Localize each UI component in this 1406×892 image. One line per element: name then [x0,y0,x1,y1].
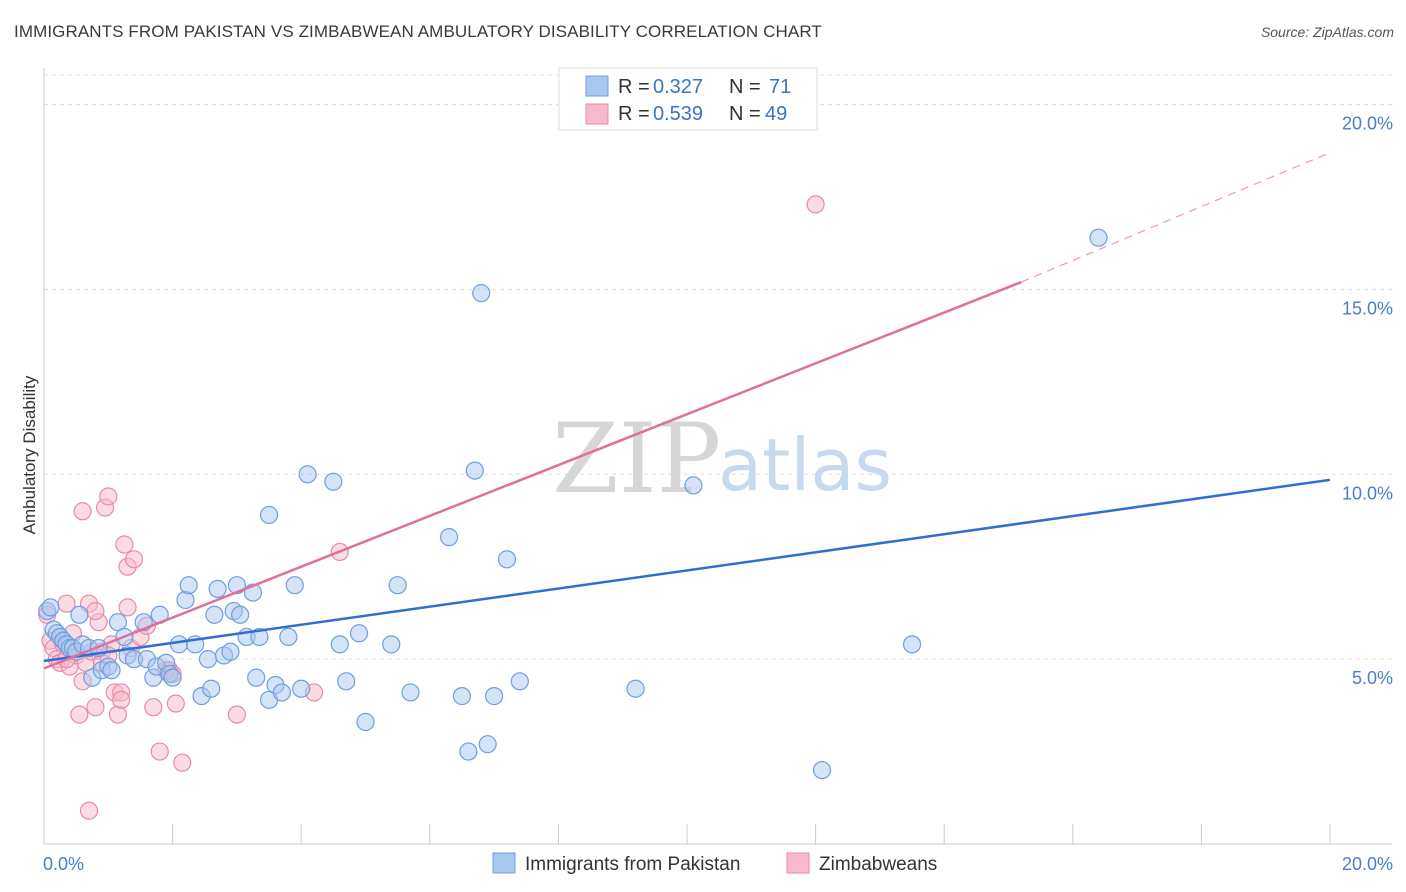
pakistan-point [102,661,121,680]
y-tick-label: 20.0% [1342,114,1393,134]
watermark-zip: ZIP [552,403,721,515]
pakistan-point [452,687,472,706]
pakistan-point [472,284,491,303]
pakistan-point [356,712,375,732]
source-label: Source: ZipAtlas.com [1260,24,1394,40]
pakistan-point [388,576,407,595]
pakistan-point [812,760,832,780]
trend-lines [43,152,1331,670]
pakistan-trend-line [43,478,1331,663]
watermark-atlas: atlas [718,423,892,507]
zimbabweans-point [118,598,137,617]
grid-lines [44,74,1392,660]
legend-n-label: N = [729,103,761,125]
pakistan-point [208,579,227,598]
pakistan-point [169,635,189,654]
bottom-legend: Immigrants from Pakistan Zimbabweans [492,852,937,875]
legend-swatch-zimbabweans [585,103,609,125]
zimbabweans-point [73,502,92,521]
chart-title: IMMIGRANTS FROM PAKISTAN VS ZIMBABWEAN A… [14,22,822,41]
legend-n-value-pakistan: 71 [769,76,791,98]
pakistan-point [626,679,645,698]
legend-r-label: R = [618,76,650,98]
pakistan-point [202,679,221,698]
pakistan-point [330,635,349,654]
zimbabweans-point [166,694,185,713]
pakistan-point [198,650,218,669]
pakistan-point [902,635,922,654]
pakistan-point [1089,228,1108,247]
bottom-legend-swatch-pakistan [492,852,516,874]
legend-swatch-pakistan [585,75,609,97]
y-tick-label: 10.0% [1342,483,1393,503]
zimbabweans-point [86,698,105,717]
legend-n-value-zimbabweans: 49 [765,103,787,125]
pakistan-point [298,465,317,484]
zimbabweans-trend-extension [1021,152,1331,283]
legend-r-value-zimbabweans: 0.539 [653,103,703,125]
y-tick-labels: 5.0% 10.0% 15.0% 20.0% [1342,114,1393,689]
pakistan-point [41,598,60,617]
pakistan-point [163,668,182,687]
zimbabweans-point [173,753,192,772]
x-tick-label: 20.0% [1342,854,1393,874]
zimbabweans-point [227,705,246,724]
pakistan-point [221,642,240,661]
pakistan-point [250,627,269,647]
pakistan-point [439,528,459,547]
zimbabweans-point [99,487,118,506]
series-pakistan-points [38,228,1108,780]
pakistan-point [205,605,224,624]
pakistan-point [272,683,292,702]
zimbabweans-point [124,550,144,569]
pakistan-point [382,635,401,654]
zimbabweans-point [108,705,128,724]
pakistan-point [279,627,298,647]
pakistan-point [337,672,356,691]
pakistan-point [231,605,250,624]
pakistan-point [465,461,484,480]
pakistan-point [292,679,311,698]
pakistan-point [259,505,279,525]
axes [43,68,1392,845]
y-axis-label: Ambulatory Disability [20,375,39,534]
bottom-legend-swatch-zimbabweans [786,852,810,874]
bottom-legend-label-pakistan: Immigrants from Pakistan [525,854,740,875]
pakistan-point [179,576,198,595]
pakistan-point [324,472,343,491]
pakistan-point [349,624,369,643]
legend-r-label: R = [618,103,650,125]
pakistan-point [176,590,195,610]
pakistan-point [70,605,89,624]
zimbabweans-point [144,698,163,717]
watermark: ZIP atlas [552,403,892,515]
x-tick-labels: 0.0% 20.0% [43,854,1393,874]
pakistan-point [285,576,304,595]
zimbabweans-point [806,195,825,214]
legend-n-label: N = [729,76,761,98]
pakistan-point [401,683,420,702]
pakistan-point [247,668,266,687]
pakistan-point [478,735,497,754]
bottom-legend-label-zimbabweans: Zimbabweans [819,854,937,875]
zimbabweans-trend-line [43,280,1022,670]
pakistan-point [497,550,517,569]
pakistan-point [510,672,529,691]
y-tick-label: 5.0% [1352,668,1393,688]
zimbabweans-point [150,742,169,761]
zimbabweans-point [86,601,105,621]
legend: R = 0.327 N = 71 R = 0.539 N = 49 [558,67,818,131]
zimbabweans-point [70,705,89,724]
pakistan-point [684,476,703,495]
zimbabweans-point [112,690,131,709]
y-tick-label: 15.0% [1342,298,1393,318]
zimbabweans-point [79,801,99,820]
zimbabweans-point [115,535,134,554]
x-tick-label: 0.0% [43,854,84,874]
pakistan-point [485,687,504,706]
pakistan-point [459,742,478,761]
legend-r-value-pakistan: 0.327 [653,76,703,98]
